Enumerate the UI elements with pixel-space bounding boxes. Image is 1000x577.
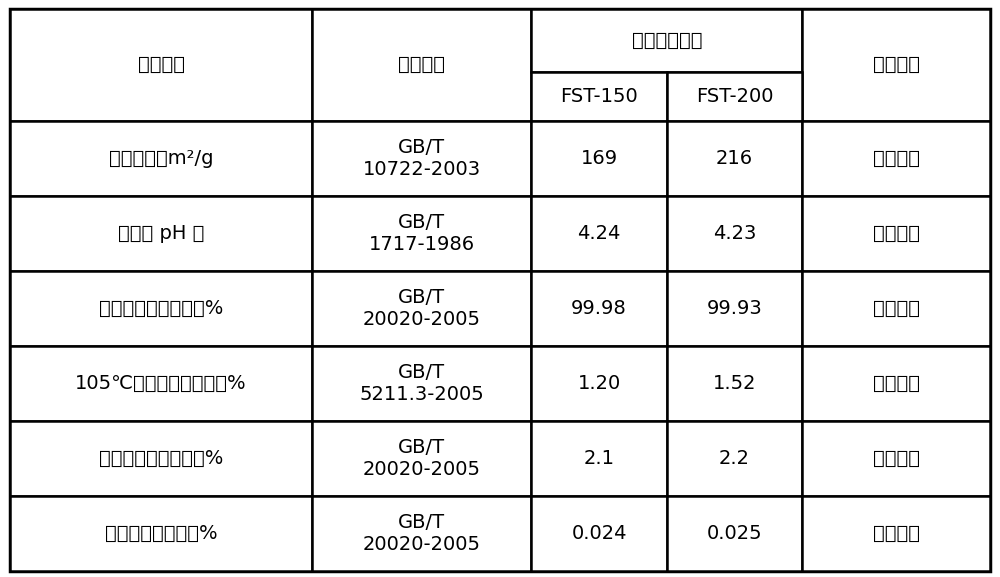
Bar (531, 196, 667, 271)
Bar (10, 496, 312, 571)
Text: 悬浮液 pH 値: 悬浮液 pH 値 (118, 224, 204, 243)
Text: GB/T
5211.3-2005: GB/T 5211.3-2005 (359, 363, 484, 404)
Text: 1.52: 1.52 (713, 374, 756, 393)
Text: 1.20: 1.20 (577, 374, 621, 393)
Bar (10, 121, 312, 196)
Text: 实际检测指标: 实际检测指标 (632, 31, 702, 50)
Bar (531, 346, 667, 421)
Bar (667, 346, 802, 421)
Text: 2.1: 2.1 (584, 449, 615, 468)
Bar (10, 346, 312, 421)
Text: 0.025: 0.025 (707, 524, 762, 543)
Bar (10, 9, 312, 121)
Bar (802, 496, 990, 571)
Text: 4.23: 4.23 (713, 224, 756, 243)
Bar (802, 196, 990, 271)
Text: 符合国标: 符合国标 (873, 449, 920, 468)
Bar (531, 9, 802, 73)
Text: 技术性能: 技术性能 (138, 55, 185, 74)
Text: 二氧化硅质量分数，%: 二氧化硅质量分数，% (99, 299, 223, 318)
Bar (667, 196, 802, 271)
Text: 216: 216 (716, 149, 753, 168)
Text: GB/T
20020-2005: GB/T 20020-2005 (363, 288, 481, 329)
Bar (312, 271, 531, 346)
Bar (531, 73, 667, 121)
Bar (312, 196, 531, 271)
Bar (312, 421, 531, 496)
Text: 4.24: 4.24 (577, 224, 621, 243)
Bar (10, 271, 312, 346)
Bar (667, 73, 802, 121)
Bar (10, 421, 312, 496)
Text: 2.2: 2.2 (719, 449, 750, 468)
Bar (531, 496, 667, 571)
Bar (802, 9, 990, 121)
Text: 符合国标: 符合国标 (873, 524, 920, 543)
Text: 99.98: 99.98 (571, 299, 627, 318)
Bar (10, 196, 312, 271)
Bar (312, 346, 531, 421)
Bar (312, 9, 531, 121)
Bar (667, 496, 802, 571)
Text: GB/T
1717-1986: GB/T 1717-1986 (369, 213, 475, 254)
Bar (802, 271, 990, 346)
Text: GB/T
20020-2005: GB/T 20020-2005 (363, 513, 481, 554)
Text: 169: 169 (580, 149, 618, 168)
Bar (802, 346, 990, 421)
Text: 99.93: 99.93 (707, 299, 762, 318)
Text: 符合国标: 符合国标 (873, 224, 920, 243)
Text: GB/T
10722-2003: GB/T 10722-2003 (363, 138, 481, 179)
Text: 比表面积，m²/g: 比表面积，m²/g (109, 149, 213, 168)
Text: 结果判定: 结果判定 (873, 55, 920, 74)
Text: GB/T
20020-2005: GB/T 20020-2005 (363, 438, 481, 479)
Text: 优于国标: 优于国标 (873, 299, 920, 318)
Bar (667, 271, 802, 346)
Text: 105℃挥发物质量分数，%: 105℃挥发物质量分数，% (75, 374, 247, 393)
Bar (531, 271, 667, 346)
Bar (531, 421, 667, 496)
Bar (802, 121, 990, 196)
Bar (312, 121, 531, 196)
Bar (667, 121, 802, 196)
Bar (667, 421, 802, 496)
Text: FST-200: FST-200 (696, 87, 773, 106)
Text: 灸烧减量质量分数，%: 灸烧减量质量分数，% (99, 449, 223, 468)
Bar (531, 121, 667, 196)
Bar (312, 496, 531, 571)
Text: 符合国标: 符合国标 (873, 149, 920, 168)
Text: FST-150: FST-150 (560, 87, 638, 106)
Text: 氯化物质量分数，%: 氯化物质量分数，% (105, 524, 217, 543)
Text: 0.024: 0.024 (571, 524, 627, 543)
Bar (802, 421, 990, 496)
Text: 优于国标: 优于国标 (873, 374, 920, 393)
Text: 检测方法: 检测方法 (398, 55, 445, 74)
